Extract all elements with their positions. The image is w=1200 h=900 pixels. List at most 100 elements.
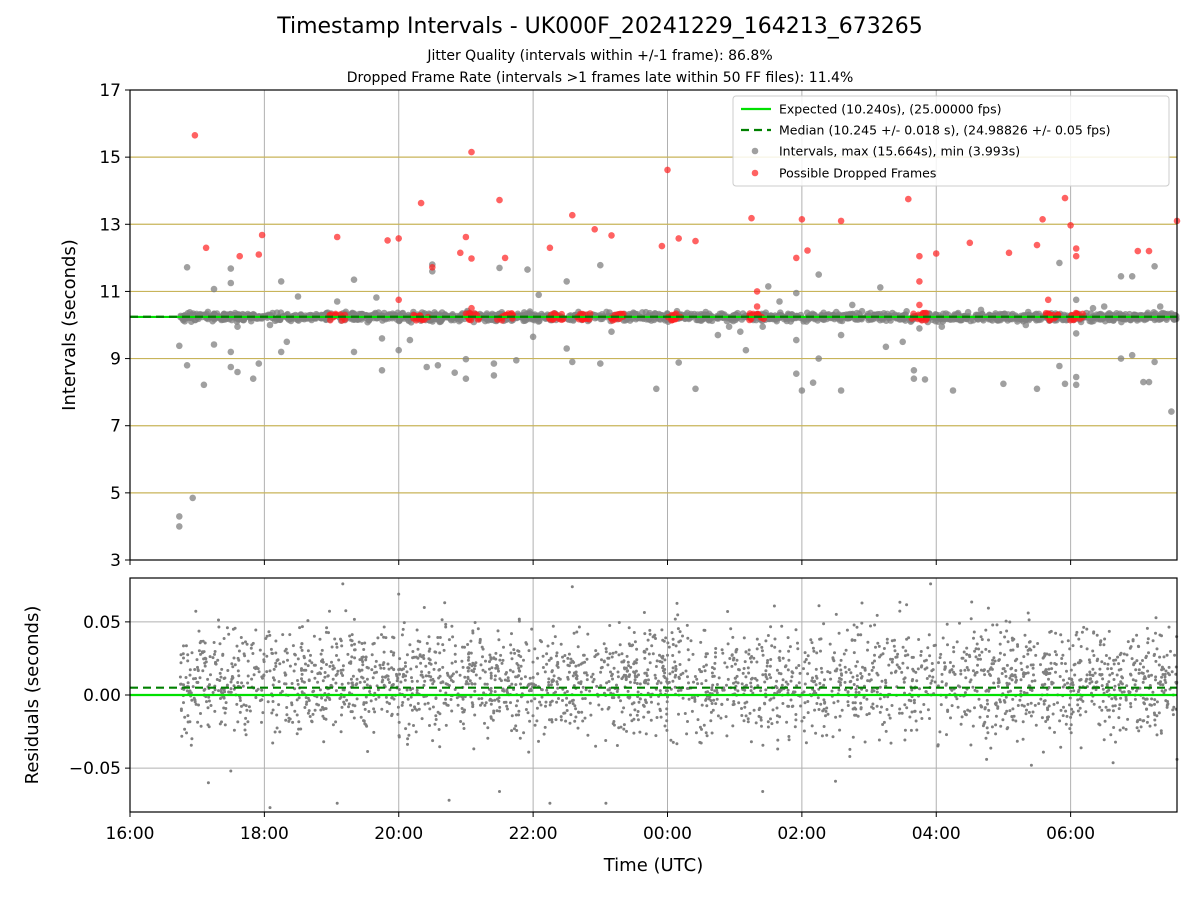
residual-point (563, 691, 567, 695)
residual-point (1155, 733, 1159, 737)
residual-point (1112, 688, 1116, 692)
residual-point (794, 718, 798, 722)
residual-point (765, 664, 769, 668)
residual-point (1108, 673, 1112, 677)
interval-point (877, 284, 884, 291)
residual-point (726, 698, 729, 701)
residual-point (306, 711, 310, 715)
residual-point (311, 690, 315, 694)
residual-point (466, 658, 470, 662)
residual-point (1059, 708, 1063, 712)
interval-point (295, 317, 302, 324)
residual-point (1104, 705, 1108, 709)
residual-point (409, 703, 413, 707)
residual-point (272, 667, 276, 671)
residual-point (1167, 665, 1171, 669)
residual-point (730, 653, 734, 657)
residual-point (185, 731, 188, 735)
dropped-frame-point (932, 250, 940, 257)
residual-point (1010, 678, 1014, 682)
residual-point (321, 679, 325, 683)
residual-point (1121, 676, 1124, 680)
residual-point (869, 624, 872, 628)
residual-point (763, 701, 766, 705)
residual-point (321, 705, 324, 709)
residual-point (888, 716, 892, 720)
residual-point (1016, 643, 1019, 647)
residual-point (1005, 709, 1009, 713)
residual-point (1131, 678, 1135, 682)
residual-point (271, 741, 275, 745)
residual-point (979, 668, 983, 672)
residual-point (398, 672, 401, 676)
residual-point (539, 703, 543, 707)
residual-point (211, 691, 215, 694)
residual-point (760, 724, 763, 728)
residual-point (1161, 683, 1165, 687)
residual-point (429, 662, 433, 666)
residual-point (495, 664, 499, 668)
y-tick-label: 17 (99, 81, 121, 101)
residual-point (493, 678, 497, 682)
residual-point (597, 703, 601, 707)
residual-point (1129, 705, 1133, 709)
residual-point (950, 704, 954, 708)
interval-point (176, 342, 183, 350)
residual-point (463, 645, 466, 649)
residual-point (469, 651, 473, 655)
intervals-plot-frame (129, 89, 1178, 561)
dropped-frame-point (618, 310, 626, 318)
residual-point (963, 668, 967, 672)
residual-point (504, 672, 508, 676)
residual-point (477, 697, 481, 701)
residual-point (302, 656, 306, 660)
residual-point (819, 702, 823, 706)
residual-point (1085, 673, 1089, 677)
residual-point (726, 642, 730, 646)
residual-point (271, 708, 275, 712)
residual-point (290, 701, 294, 705)
residual-point (769, 676, 773, 680)
residual-point (497, 696, 501, 700)
residual-point (249, 646, 253, 650)
residual-point (1138, 718, 1142, 722)
dropped-frame-subtitle: Dropped Frame Rate (intervals >1 frames … (346, 70, 854, 86)
residual-point (986, 731, 990, 735)
residual-point (973, 706, 976, 710)
residual-point (1042, 702, 1046, 706)
residual-point (1069, 723, 1073, 727)
residual-point (646, 682, 650, 686)
residual-point (776, 747, 780, 751)
residual-point (1024, 712, 1028, 716)
residual-point (852, 623, 856, 627)
residual-point (1119, 651, 1123, 655)
residual-point (764, 688, 768, 692)
residual-point (609, 670, 612, 674)
residual-point (1138, 662, 1142, 666)
residual-point (406, 737, 410, 741)
residual-point (790, 705, 794, 708)
residual-point (1100, 684, 1104, 688)
residual-point (441, 643, 445, 647)
interval-point (916, 325, 923, 332)
residual-point (815, 702, 819, 705)
residual-point (209, 704, 213, 707)
interval-point (837, 331, 845, 339)
residual-point (837, 688, 841, 692)
residual-point (213, 650, 217, 653)
residual-point (429, 675, 433, 679)
residual-point (514, 724, 518, 728)
residual-point (574, 673, 578, 677)
residual-point (823, 701, 827, 705)
residual-point (411, 656, 415, 660)
residual-point (1095, 659, 1099, 663)
residual-point (964, 659, 968, 663)
residual-point (517, 653, 521, 657)
residual-point (660, 628, 664, 632)
residual-point (720, 648, 724, 652)
residual-point (796, 641, 799, 645)
residual-point (412, 724, 415, 727)
residual-point (550, 669, 554, 673)
residual-point (190, 737, 194, 741)
interval-point (708, 317, 716, 325)
